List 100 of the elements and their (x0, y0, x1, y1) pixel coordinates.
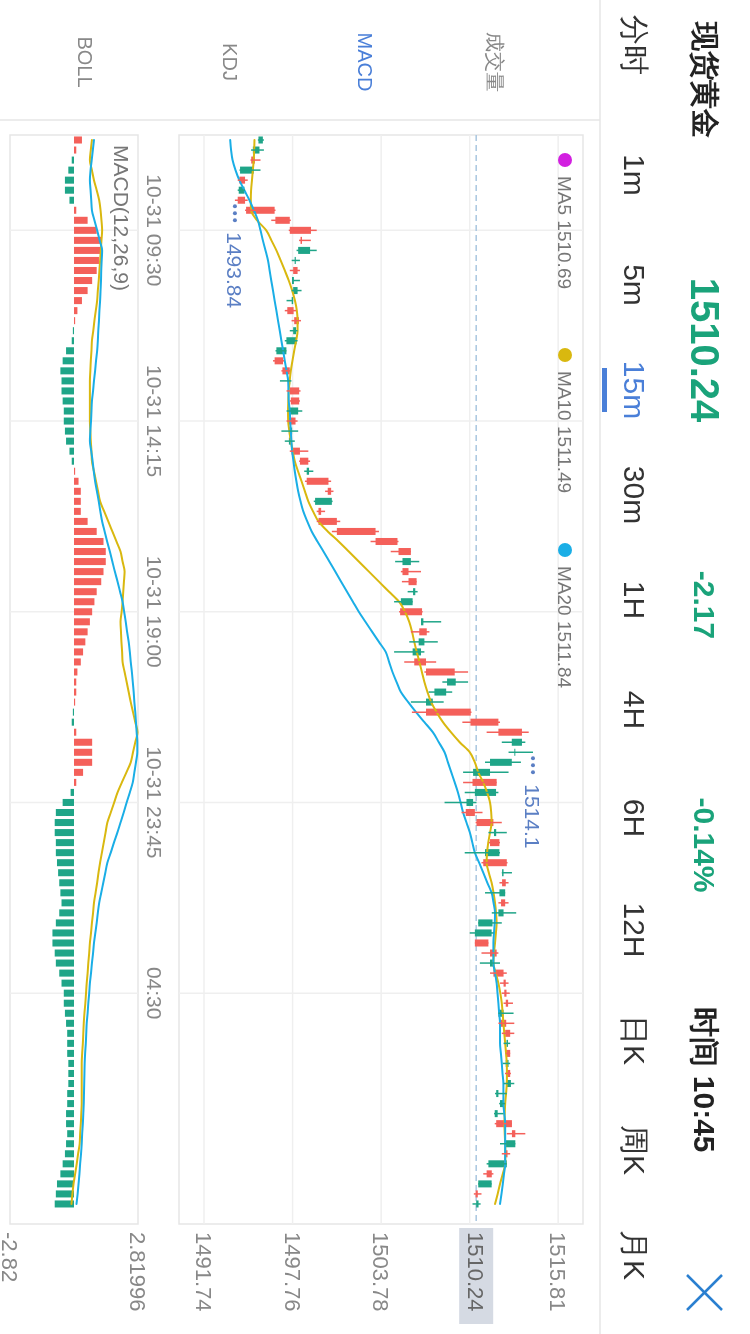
bar (59, 969, 74, 977)
text: -2.17 (688, 570, 722, 640)
text: 时间 10:45 (688, 1007, 722, 1153)
bar (67, 1029, 74, 1037)
bar (64, 1150, 74, 1158)
x-tick-label: 1491.74 (191, 1232, 217, 1312)
text: 1m (618, 154, 652, 196)
bar (62, 397, 74, 405)
bar (74, 608, 93, 616)
bar (74, 758, 93, 766)
y-tick-label: 10-31 14:15 (143, 364, 167, 478)
legend-label: MA20 1511.84 (554, 566, 576, 689)
bar (74, 226, 97, 234)
bar (62, 798, 74, 806)
bar (62, 357, 74, 365)
text: MACD(12,26,9) (110, 145, 134, 291)
bar (56, 859, 74, 867)
bar (62, 1160, 74, 1168)
bar (74, 277, 93, 285)
bar (74, 658, 81, 666)
bar (74, 216, 88, 224)
bar (66, 347, 74, 355)
bar (61, 387, 74, 395)
bar (74, 648, 84, 656)
text: 日K (618, 1014, 652, 1066)
bar (67, 1039, 74, 1047)
text: 1510.24 (683, 277, 727, 424)
bar (66, 1110, 74, 1118)
bar (54, 1200, 74, 1208)
bar (74, 548, 106, 556)
bar (63, 999, 74, 1007)
bar (52, 929, 74, 937)
bar (55, 808, 74, 817)
bar (74, 136, 82, 144)
bar (60, 889, 74, 897)
bar (54, 949, 74, 957)
bar (74, 638, 86, 646)
bar (64, 1009, 74, 1017)
bar (74, 578, 102, 586)
bar (74, 487, 81, 495)
bar (68, 166, 74, 174)
bar (67, 1090, 74, 1098)
bar (74, 517, 88, 525)
bar (67, 1130, 74, 1138)
bar (69, 196, 74, 204)
bar (60, 367, 74, 375)
text: 月K (618, 1229, 652, 1281)
bar (55, 959, 74, 967)
bar (58, 869, 74, 877)
bar (66, 1120, 74, 1128)
text: 30m (618, 465, 652, 525)
bar (74, 497, 81, 505)
text: 周K (618, 1124, 652, 1176)
y-tick-label: 10-31 19:00 (143, 555, 167, 668)
bar (74, 287, 88, 295)
bar (54, 829, 74, 837)
bar (61, 899, 74, 907)
bar (74, 477, 79, 485)
annotation: 1514.1 (521, 784, 545, 849)
bar (74, 527, 97, 535)
text: 15m (618, 360, 652, 420)
bar (74, 266, 97, 274)
bar (59, 909, 74, 917)
bar (74, 246, 102, 254)
text: 4H (618, 690, 652, 730)
bar (74, 598, 95, 606)
bar (61, 979, 74, 987)
bar (63, 417, 74, 425)
bar (56, 1180, 74, 1188)
bar (64, 176, 74, 184)
bar (67, 1100, 74, 1108)
bar (66, 1019, 74, 1027)
bar (66, 437, 74, 445)
bar (55, 849, 74, 857)
bar (74, 568, 104, 576)
text: 6H (618, 798, 652, 838)
text: 1H (618, 580, 652, 620)
bar (54, 819, 74, 827)
legend-label: MA10 1511.49 (554, 371, 576, 494)
bar (74, 588, 97, 596)
bar (55, 919, 74, 927)
bar (61, 377, 74, 385)
bar (59, 879, 74, 887)
bar (74, 738, 93, 746)
y-tick-label: 10-31 09:30 (143, 174, 167, 287)
bar (55, 839, 74, 847)
bar (66, 1140, 74, 1148)
y-tick-label: 10-31 23:45 (143, 746, 167, 859)
bar (74, 618, 90, 626)
bar (52, 939, 74, 947)
bar (60, 1170, 74, 1178)
text: 分时 (618, 15, 652, 75)
bar (74, 236, 102, 244)
bar (68, 1059, 74, 1067)
bar (74, 297, 82, 305)
x-tick-label: 1515.81 (545, 1232, 571, 1312)
x-tick-label: 1497.76 (280, 1232, 306, 1312)
ref-line-label: 1510.24 (463, 1232, 489, 1312)
text: BOLL (74, 36, 96, 88)
legend-label: MA5 1510.69 (554, 176, 576, 290)
